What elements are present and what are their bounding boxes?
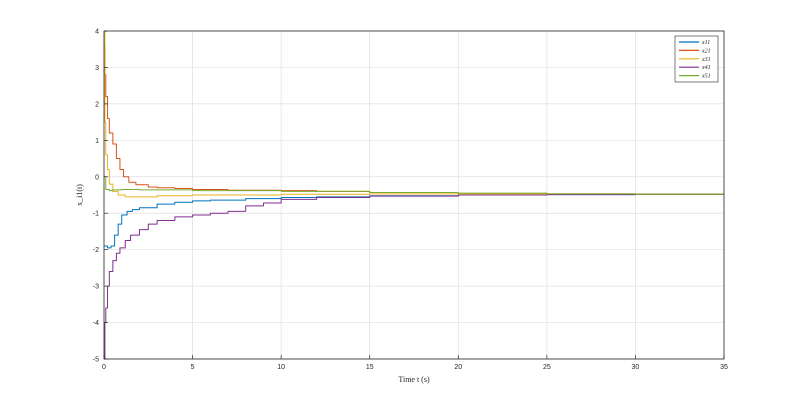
y-tick-label: -1: [93, 211, 99, 218]
series-lines: [104, 30, 724, 360]
y-tick-label: -4: [93, 320, 99, 327]
tick-marks: [103, 30, 725, 360]
x-tick-label: 35: [720, 364, 728, 371]
legend-label: x11: [701, 40, 710, 46]
y-tick-label: 3: [95, 65, 99, 72]
legend-label: x41: [701, 64, 711, 71]
x-tick-label: 20: [454, 364, 462, 371]
x-tick-label: 10: [277, 364, 285, 371]
x-tick-label: 25: [543, 364, 551, 371]
series-line-x51: [104, 176, 724, 195]
plot-axes: 0 5 10 15 20 25 30 35 -5 -4 -3 -2 -1 0 1 2 3 4: [93, 29, 728, 372]
legend-label: x21: [701, 48, 711, 54]
x-tick-label: 0: [102, 364, 106, 371]
x-axis-label: Time t (s): [398, 375, 430, 384]
legend-label: x51: [701, 74, 711, 80]
y-axis-label: x_i1(t): [75, 184, 84, 206]
legend-label: x31: [701, 57, 711, 63]
y-tick-label: 1: [95, 138, 99, 145]
tick-labels: 0 5 10 15 20 25 30 35 -5 -4 -3 -2 -1 0 1 2 3 4: [93, 29, 728, 372]
x-tick-label: 30: [632, 364, 640, 371]
x-tick-label: 5: [191, 364, 195, 371]
y-tick-label: -5: [93, 357, 99, 364]
y-tick-label: -3: [93, 284, 99, 291]
x-tick-label: 15: [366, 364, 374, 371]
y-tick-label: 4: [95, 29, 99, 36]
y-tick-label: 2: [95, 101, 99, 108]
axes-frame: [103, 30, 725, 360]
series-line-x41: [104, 193, 724, 360]
y-tick-label: 0: [95, 174, 99, 181]
y-tick-label: -2: [93, 247, 99, 254]
series-line-x31: [104, 30, 724, 198]
